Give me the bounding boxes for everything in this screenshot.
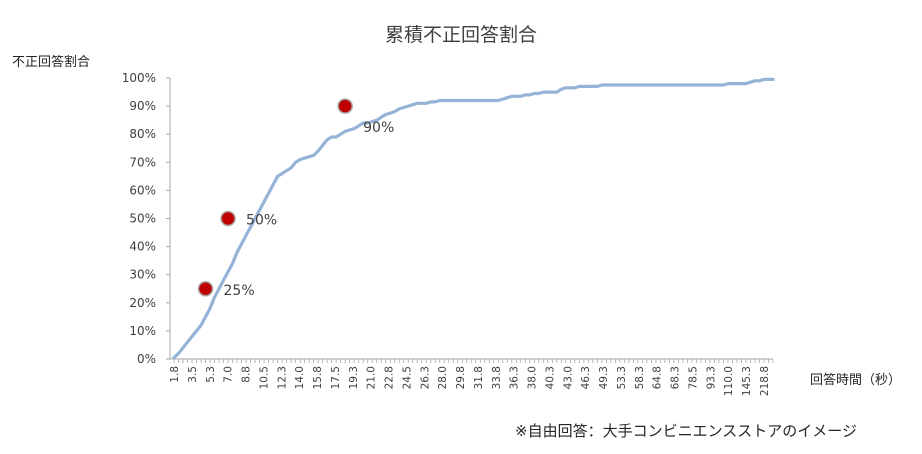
highlight-label: 50% [246, 213, 277, 229]
x-tick-label: 53.3 [616, 366, 628, 389]
x-tick-label: 64.8 [652, 366, 664, 389]
x-tick-label: 49.3 [598, 366, 610, 389]
footnote: ※自由回答：大手コンビニエンスストアのイメージ [515, 422, 857, 440]
x-tick-label: 10.5 [258, 366, 270, 389]
y-tick-label: 100% [122, 71, 156, 85]
x-tick-label: 68.3 [670, 366, 682, 389]
y-tick-label: 60% [129, 183, 156, 197]
highlight-marker [197, 281, 214, 297]
y-tick-label: 20% [129, 296, 156, 310]
highlight-label: 90% [363, 120, 394, 136]
x-tick-label: 58.3 [634, 366, 646, 389]
x-tick-label: 46.3 [580, 366, 592, 389]
series-line [172, 77, 775, 360]
x-tick-label: 43.0 [562, 366, 574, 389]
y-tick-label: 30% [129, 268, 156, 282]
x-tick-label: 22.8 [384, 366, 396, 389]
y-tick-label: 10% [129, 324, 156, 338]
x-tick-label: 78.5 [687, 366, 699, 389]
x-tick-label: 14.0 [294, 366, 306, 389]
x-tick-label: 28.0 [437, 366, 449, 389]
x-tick-label: 8.8 [241, 366, 253, 383]
x-tick-label: 24.5 [401, 366, 413, 389]
y-tick-label: 50% [129, 212, 156, 226]
x-tick-label: 145.3 [741, 366, 753, 396]
chart-title: 累積不正回答割合 [384, 24, 537, 46]
x-tick-label: 15.8 [312, 366, 324, 389]
y-tick-label: 40% [129, 240, 156, 254]
x-tick-label: 218.8 [759, 366, 771, 396]
y-tick-label: 0% [137, 352, 156, 366]
highlight-marker [337, 98, 353, 114]
x-tick-label: 31.8 [473, 366, 485, 389]
x-tick-label: 26.3 [419, 366, 431, 389]
x-tick-label: 3.5 [187, 366, 199, 383]
x-tick-label: 1.8 [169, 366, 181, 383]
y-tick-label: 70% [129, 155, 156, 169]
x-tick-label: 21.0 [366, 366, 378, 389]
highlight-label: 25% [224, 283, 255, 299]
y-tick-label: 80% [129, 127, 156, 141]
x-tick-label: 93.3 [705, 366, 717, 389]
x-tick-label: 19.3 [348, 366, 360, 389]
x-tick-label: 33.8 [491, 366, 503, 389]
x-tick-label: 7.0 [223, 366, 235, 383]
x-tick-label: 110.0 [723, 366, 735, 396]
x-tick-label: 40.3 [544, 366, 556, 389]
x-tick-label: 29.8 [455, 366, 467, 389]
x-tick-label: 5.3 [205, 366, 217, 383]
x-axis-label: 回答時間（秒） [810, 373, 902, 388]
x-tick-label: 17.5 [330, 366, 342, 389]
x-tick-label: 36.3 [509, 366, 521, 389]
y-axis-label: 不正回答割合 [12, 55, 91, 70]
highlight-marker [220, 210, 236, 227]
x-tick-label: 12.3 [276, 366, 288, 389]
x-tick-label: 38.0 [527, 366, 539, 389]
y-tick-label: 90% [129, 99, 156, 113]
